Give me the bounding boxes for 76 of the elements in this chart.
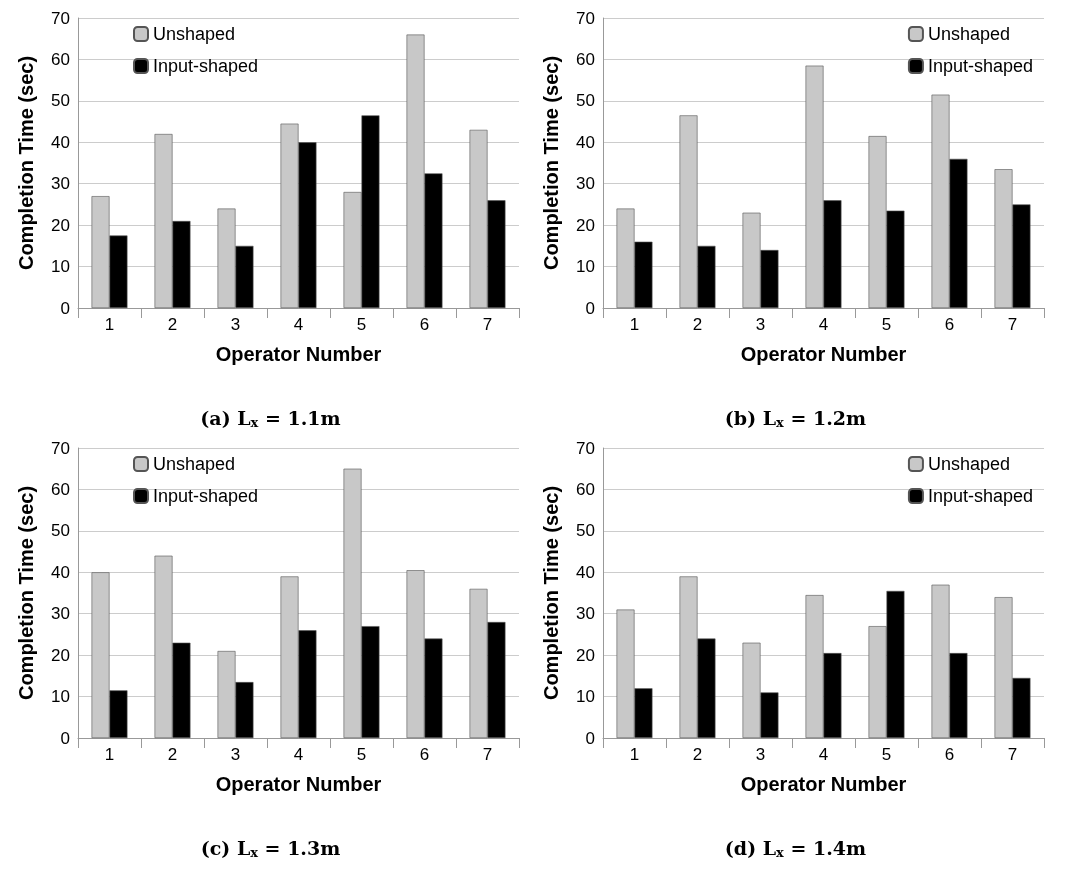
x-tick-label: 1	[104, 745, 115, 764]
x-axis-title: Operator Number	[740, 773, 907, 795]
x-tick-label: 6	[944, 315, 955, 334]
x-tick-label: 4	[293, 315, 304, 334]
y-tick-label: 50	[51, 91, 70, 111]
legend-label: Input-shaped	[153, 486, 259, 506]
legend-label: Unshaped	[927, 24, 1010, 44]
y-tick-label: 50	[576, 521, 595, 541]
x-tick-label: 7	[482, 745, 493, 764]
y-tick-label: 0	[60, 728, 70, 748]
y-tick-label: 10	[576, 687, 595, 707]
x-tick-label: 7	[1007, 745, 1018, 764]
x-tick-label: 5	[881, 745, 892, 764]
y-tick-label: 40	[51, 132, 70, 152]
y-axis-title: Completion Time (sec)	[540, 55, 562, 271]
y-tick-label: 70	[576, 8, 595, 28]
x-tick-label: 2	[167, 315, 178, 334]
y-tick-label: 0	[60, 298, 70, 318]
y-tick-label: 50	[51, 521, 70, 541]
x-tick-label: 3	[230, 315, 241, 334]
y-axis-title: Completion Time (sec)	[15, 485, 37, 701]
x-tick-label: 4	[818, 315, 829, 334]
x-tick-label: 6	[419, 745, 430, 764]
y-tick-label: 70	[51, 8, 70, 28]
x-axis-title: Operator Number	[740, 343, 907, 365]
legend-label: Input-shaped	[153, 56, 259, 76]
legend-label: Input-shaped	[927, 56, 1034, 76]
y-tick-label: 20	[576, 645, 595, 665]
y-tick-label: 20	[51, 645, 70, 665]
x-tick-label: 2	[167, 745, 178, 764]
y-axis-title: Completion Time (sec)	[15, 55, 37, 271]
y-tick-label: 20	[576, 215, 595, 235]
legend-label: Unshaped	[927, 454, 1010, 474]
y-tick-label: 50	[576, 91, 595, 111]
y-tick-label: 0	[585, 728, 595, 748]
y-tick-label: 40	[576, 562, 595, 582]
y-tick-label: 0	[585, 298, 595, 318]
y-tick-label: 20	[51, 215, 70, 235]
x-tick-label: 2	[692, 745, 703, 764]
y-tick-label: 60	[51, 479, 70, 499]
y-tick-label: 60	[576, 49, 595, 69]
legend-label: Unshaped	[153, 454, 236, 474]
x-tick-label: 3	[230, 745, 241, 764]
x-tick-label: 3	[755, 315, 766, 334]
x-tick-label: 4	[293, 745, 304, 764]
x-axis-title: Operator Number	[215, 773, 382, 795]
y-tick-label: 70	[51, 438, 70, 458]
x-tick-label: 1	[629, 315, 640, 334]
y-tick-label: 10	[576, 257, 595, 277]
x-tick-label: 1	[104, 315, 115, 334]
y-tick-label: 40	[576, 132, 595, 152]
x-tick-label: 7	[482, 315, 493, 334]
x-tick-label: 6	[944, 745, 955, 764]
x-tick-label: 2	[692, 315, 703, 334]
x-tick-label: 5	[356, 315, 367, 334]
y-tick-label: 30	[576, 174, 595, 194]
y-tick-label: 30	[51, 174, 70, 194]
y-tick-label: 70	[576, 438, 595, 458]
legend-label: Input-shaped	[927, 486, 1034, 506]
x-tick-label: 3	[755, 745, 766, 764]
y-tick-label: 60	[576, 479, 595, 499]
y-tick-label: 10	[51, 257, 70, 277]
x-tick-label: 5	[881, 315, 892, 334]
x-axis-title: Operator Number	[215, 343, 382, 365]
y-tick-label: 30	[51, 604, 70, 624]
x-tick-label: 4	[818, 745, 829, 764]
x-tick-label: 1	[629, 745, 640, 764]
y-tick-label: 10	[51, 687, 70, 707]
x-tick-label: 6	[419, 315, 430, 334]
y-tick-label: 40	[51, 562, 70, 582]
y-tick-label: 30	[576, 604, 595, 624]
x-tick-label: 5	[356, 745, 367, 764]
x-tick-label: 7	[1007, 315, 1018, 334]
y-axis-title: Completion Time (sec)	[540, 485, 562, 701]
legend-label: Unshaped	[153, 24, 236, 44]
y-tick-label: 60	[51, 49, 70, 69]
